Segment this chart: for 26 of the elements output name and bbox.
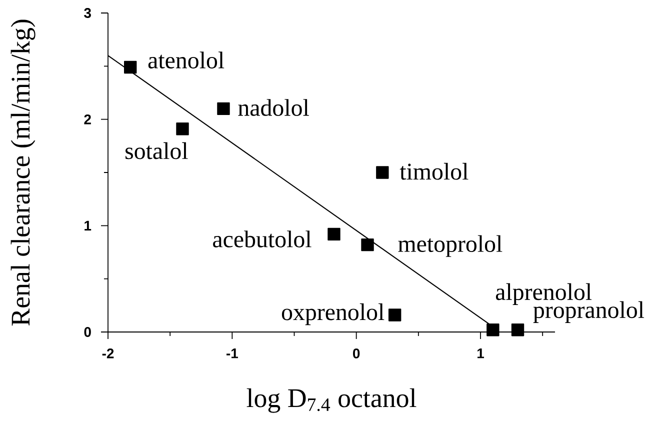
annotation: atenolol [148,52,224,68]
annotation: acebutolol [213,230,312,248]
y-tick-label: 1 [84,220,92,230]
x-tick-label: -1 [226,348,238,358]
point [388,308,402,322]
annotation: oxprenolol [282,303,384,326]
point [176,122,189,136]
annotation: nadolol [238,99,309,116]
x-axis-title: log D$_{7.4}$ octanol [246,388,416,413]
annotation: timolol [400,162,468,180]
point [486,324,500,336]
point [217,102,230,116]
point [361,238,374,252]
x-tick-label: -2 [102,348,114,358]
x-tick-label: 0 [353,348,360,358]
point [328,228,340,241]
y-tick-label: 0 [84,327,91,337]
annotation: metoprolol [398,235,502,257]
point [511,324,524,336]
point [124,60,137,74]
y-tick-label: 2 [84,114,91,124]
annotation: sotalol [126,142,188,160]
x-tick-label: 1 [478,348,484,358]
y-axis-title: Renal clearance (ml/min/kg) [10,20,36,326]
point [376,166,389,179]
y-tick-label: 3 [84,8,91,18]
